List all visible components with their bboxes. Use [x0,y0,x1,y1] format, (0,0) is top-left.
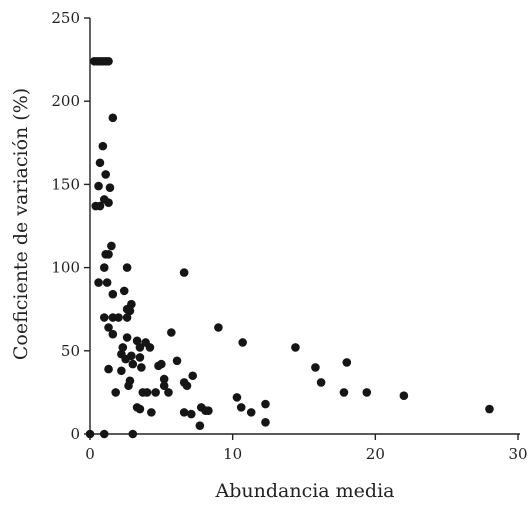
data-point [214,323,223,332]
data-point [102,278,112,287]
data-point [159,374,169,384]
data-point [164,388,173,397]
data-point [179,268,189,277]
data-point [95,201,105,211]
data-point [135,343,145,352]
data-point [124,381,133,391]
data-point [99,429,109,439]
data-point [121,354,130,364]
data-point [179,378,189,387]
data-point [114,313,123,322]
data-point [117,366,126,376]
data-point [105,183,115,193]
x-tick-label: 30 [508,445,527,463]
data-point [172,356,182,366]
y-tick-label: 0 [70,425,80,443]
y-ticks: 0 50 100 150 200 250 [51,9,90,443]
data-point [186,409,196,419]
data-point [179,408,189,417]
data-point [261,399,270,409]
data-point [104,323,113,332]
x-axis-title: Abundancia media [215,480,395,502]
data-point [118,343,128,352]
y-tick-label: 250 [51,9,80,27]
data-point [188,371,198,381]
data-point [94,181,103,191]
data-point [291,343,300,352]
data-point [167,328,176,337]
data-point [157,359,166,369]
data-point [362,388,372,397]
data-point [128,429,138,439]
data-point [142,388,152,397]
data-point [132,336,142,346]
data-point [399,391,409,401]
data-point [108,329,118,339]
data-point [85,429,95,439]
y-tick-label: 100 [51,259,80,277]
data-point [122,263,132,272]
y-tick-label: 200 [51,92,80,110]
x-tick-label: 20 [366,445,385,463]
data-point [125,306,135,316]
x-tick-label: 10 [223,445,242,463]
data-point [108,113,118,123]
data-point [95,158,105,168]
data-point [111,388,120,397]
data-point [119,286,129,296]
data-point [101,170,110,179]
data-point [128,359,138,369]
data-point [98,141,108,151]
data-point [238,338,247,347]
data-point [104,364,113,374]
data-point [104,198,113,208]
data-point [147,408,156,417]
data-point [135,404,145,414]
data-points [85,56,494,439]
data-point [339,388,349,397]
data-point [145,343,155,352]
data-point [246,408,256,417]
data-point [485,404,494,414]
data-point [104,56,113,66]
data-point [99,313,109,322]
data-point [107,241,116,251]
data-point [232,393,242,402]
x-ticks: 0 10 20 30 [85,434,528,463]
data-point [137,363,146,372]
data-point [236,403,246,412]
data-point [104,249,113,259]
y-axis-title: Coeficiente de variación (%) [10,88,32,360]
x-tick-label: 0 [85,445,95,463]
data-point [122,313,132,322]
data-point [122,333,132,342]
data-point [159,381,169,391]
y-tick-label: 150 [51,175,80,193]
data-point [108,289,118,299]
data-point [195,421,205,430]
data-point [261,418,270,427]
data-point [316,378,326,387]
axes [89,18,520,435]
data-point [204,406,213,416]
data-point [135,353,145,362]
data-point [342,358,352,367]
data-point [311,363,320,372]
data-point [151,388,160,397]
data-point [99,263,109,272]
y-tick-label: 50 [61,342,80,360]
data-point [94,278,103,287]
